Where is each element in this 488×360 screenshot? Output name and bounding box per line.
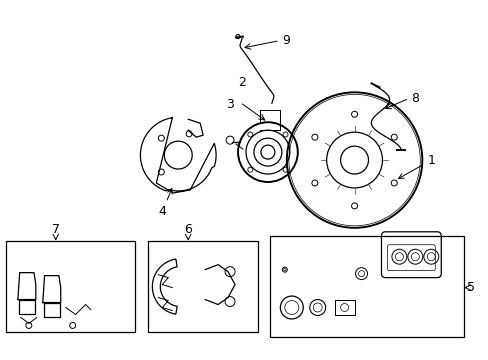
- Text: 9: 9: [281, 34, 289, 47]
- Bar: [334, 300, 354, 315]
- Bar: [148, 241, 258, 332]
- Bar: [269, 236, 463, 337]
- Text: 5: 5: [466, 281, 474, 294]
- Polygon shape: [152, 259, 177, 314]
- Text: 8: 8: [410, 92, 419, 105]
- Bar: [6, 241, 135, 332]
- Text: 4: 4: [158, 189, 172, 219]
- Text: 3: 3: [225, 98, 233, 111]
- Text: 2: 2: [238, 76, 245, 89]
- Text: 7: 7: [52, 223, 60, 236]
- Text: 6: 6: [184, 223, 192, 236]
- Text: 1: 1: [398, 154, 434, 179]
